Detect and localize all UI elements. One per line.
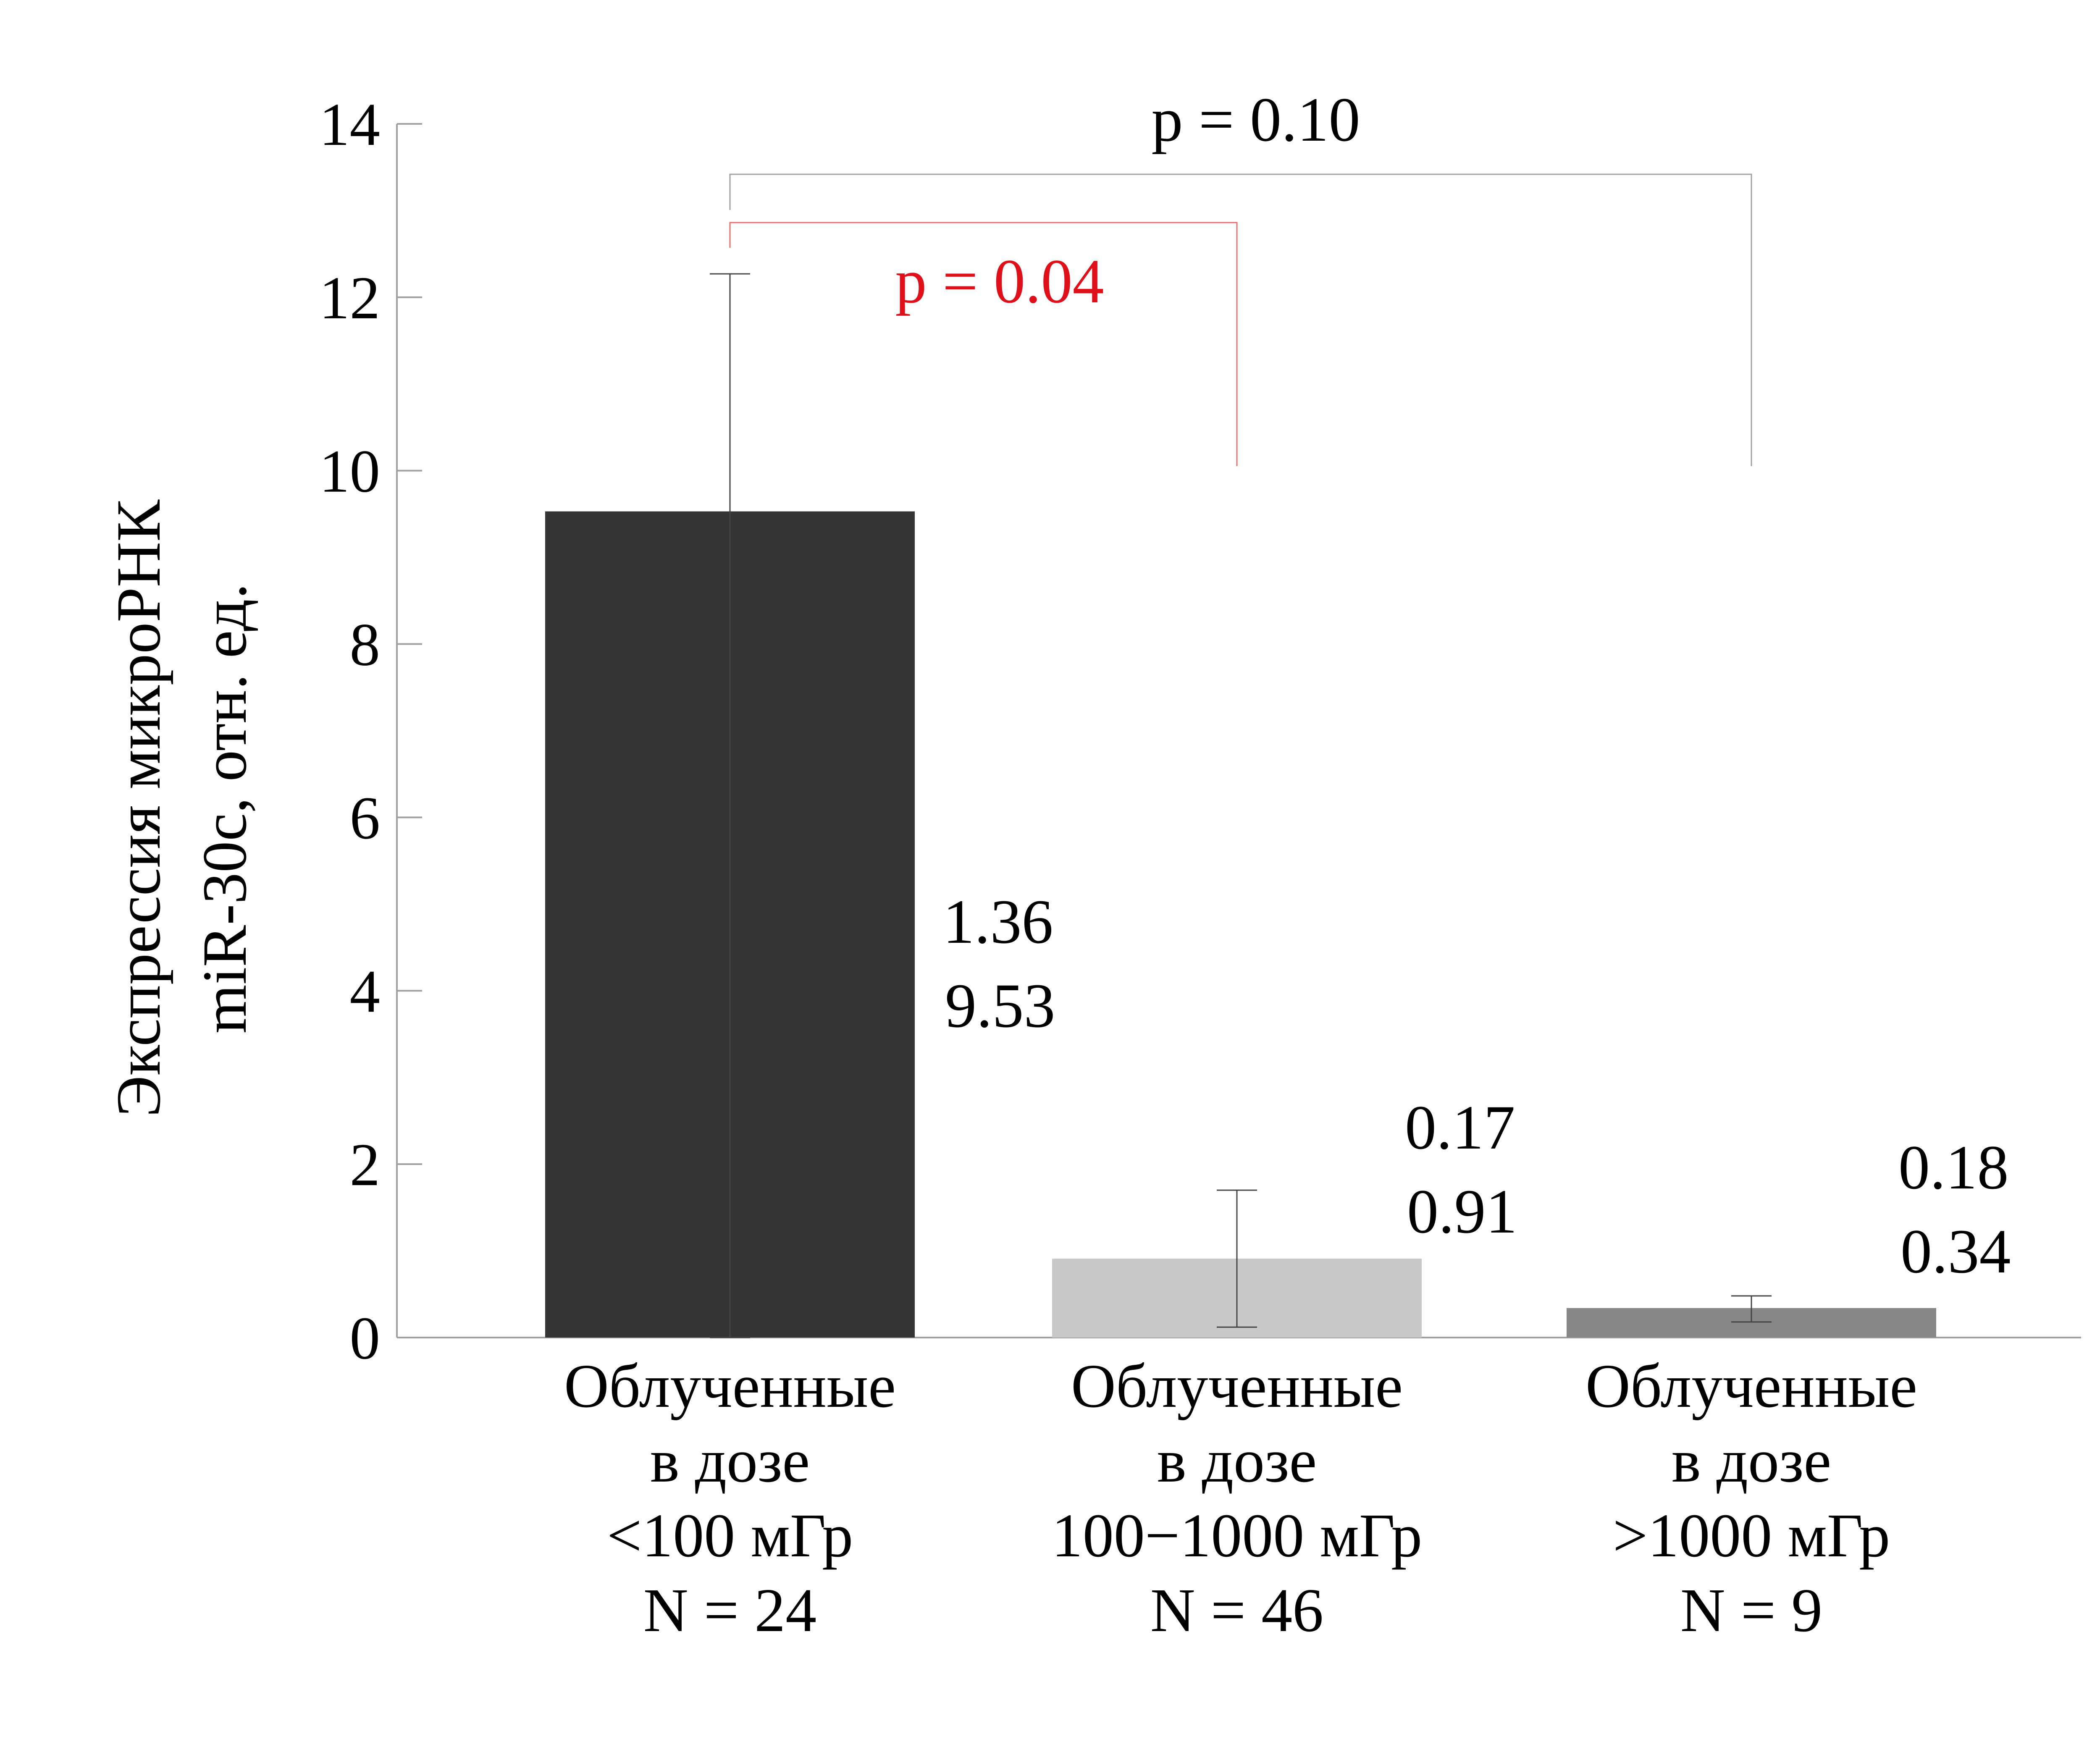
value-label-top: 0.17 — [1405, 1093, 1515, 1162]
category-label-line: в дозе — [1157, 1427, 1317, 1495]
category-label-line: N = 9 — [1680, 1576, 1822, 1645]
significance-bracket — [729, 173, 1752, 466]
significance-bracket — [729, 222, 1238, 466]
error-bars — [710, 273, 1772, 1338]
category-label-line: N = 24 — [643, 1576, 816, 1645]
y-axis-title: Экспрессия микроРНК miR-30c, отн. ед. — [104, 499, 260, 1117]
y-tick-label: 8 — [350, 611, 381, 679]
y-tick-label: 4 — [350, 958, 381, 1025]
category-label-line: 100−1000 мГр — [1052, 1501, 1422, 1570]
category-label-line: Облученные — [1586, 1352, 1917, 1421]
p-value-label: p = 0.10 — [1151, 85, 1360, 155]
bars — [545, 511, 1936, 1338]
value-label-bottom: 0.34 — [1900, 1217, 2011, 1286]
value-labels: 1.36 9.53 0.17 0.91 0.18 0.34 — [943, 887, 2011, 1286]
category-label-line: в дозе — [650, 1427, 810, 1495]
category-label-line: N = 46 — [1150, 1576, 1323, 1645]
value-label-bottom: 9.53 — [945, 971, 1055, 1041]
value-label-top: 1.36 — [943, 887, 1053, 957]
category-label: Облученные в дозе 100−1000 мГр N = 46 — [1052, 1352, 1422, 1645]
category-label-line: в дозе — [1672, 1427, 1831, 1495]
value-label-bottom: 0.91 — [1407, 1177, 1517, 1246]
category-labels: Облученные в дозе <100 мГр N = 24Облученные… — [564, 1352, 1917, 1645]
category-label: Облученные в дозе >1000 мГр N = 9 — [1586, 1352, 1917, 1645]
y-axis: 0 2 4 6 8 10 12 14 — [319, 91, 422, 1372]
category-label-line: Облученные — [564, 1352, 896, 1421]
y-axis-title-line: miR-30c, отн. ед. — [190, 583, 260, 1033]
y-tick-label: 2 — [350, 1131, 381, 1199]
category-label-line: Облученные — [1071, 1352, 1403, 1421]
category-label: Облученные в дозе <100 мГр N = 24 — [564, 1352, 896, 1645]
category-label-line: >1000 мГр — [1613, 1501, 1890, 1570]
y-tick-label: 10 — [319, 438, 380, 505]
value-label-top: 0.18 — [1898, 1133, 2009, 1202]
category-label-line: <100 мГр — [607, 1501, 853, 1570]
y-tick-label: 14 — [319, 91, 380, 158]
y-tick-label: 12 — [319, 265, 380, 332]
y-axis-title-line: Экспрессия микроРНК — [104, 499, 173, 1117]
y-tick-label: 6 — [350, 784, 381, 852]
y-axis-title-text: Экспрессия микроРНК miR-30c, отн. ед. — [104, 499, 260, 1117]
y-tick-label: 0 — [350, 1305, 381, 1372]
p-value-label: p = 0.04 — [895, 247, 1104, 316]
significance-brackets: p = 0.04 p = 0.10 — [729, 85, 1752, 466]
